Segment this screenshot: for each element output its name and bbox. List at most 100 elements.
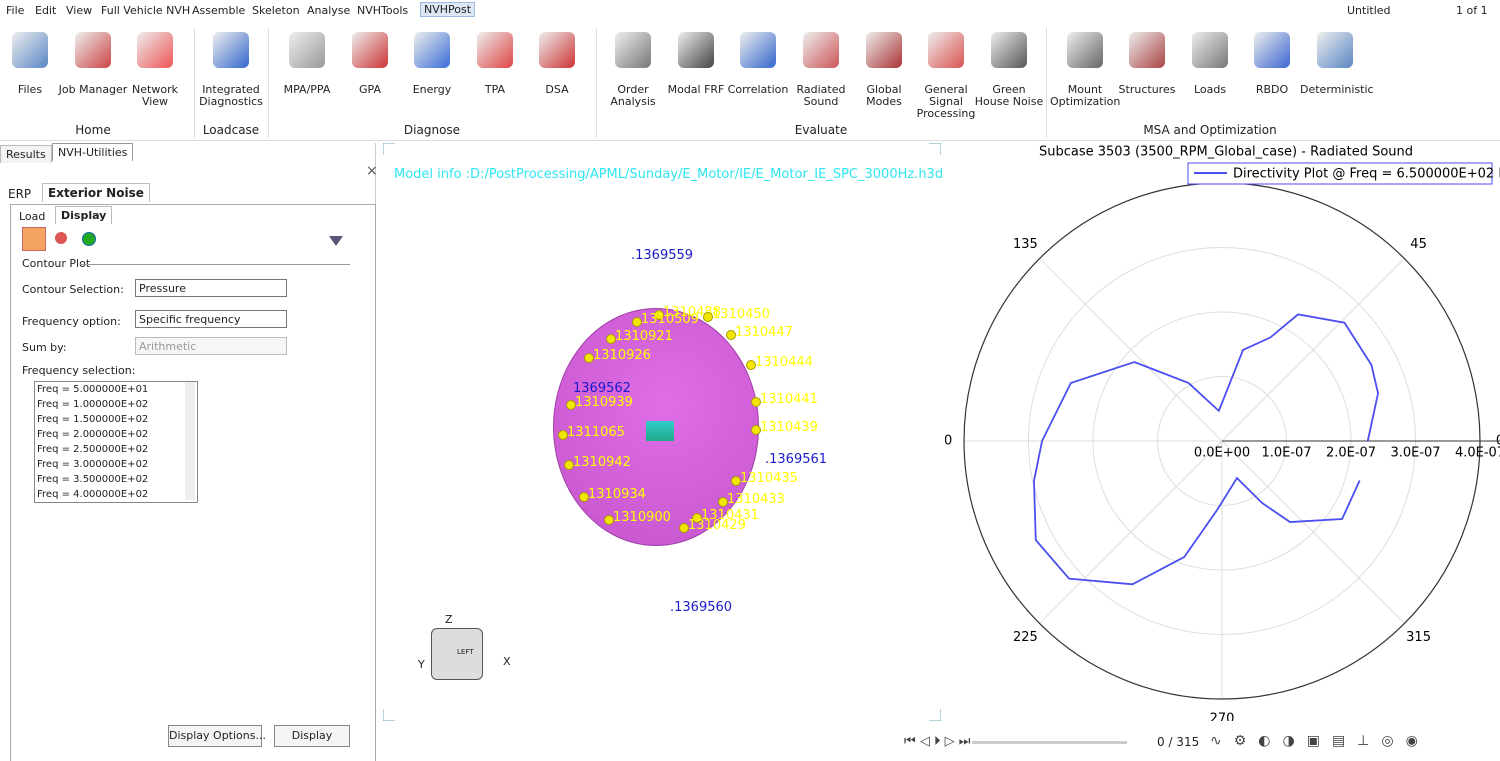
ribbon-icon[interactable] [1067, 32, 1103, 68]
ribbon-button-label[interactable]: Modal FRF [667, 83, 725, 96]
tab[interactable]: Load [14, 208, 51, 225]
ribbon-button-label[interactable]: DSA [545, 83, 569, 96]
ribbon-button-label[interactable]: Radiated Sound [796, 83, 846, 108]
filter-icon[interactable] [329, 236, 343, 246]
menu-bar: File Edit View Full Vehicle NVH Assemble Skel… [0, 0, 1500, 20]
ribbon-icon[interactable] [414, 32, 450, 68]
menu-item[interactable]: Analyse [307, 4, 351, 17]
ribbon-icon[interactable] [1317, 32, 1353, 68]
separator [268, 28, 269, 138]
ribbon-icon[interactable] [352, 32, 388, 68]
ribbon-icon[interactable] [213, 32, 249, 68]
ribbon-button-label[interactable]: RBDO [1255, 83, 1289, 96]
separator [596, 28, 597, 138]
menu-item[interactable]: View [66, 4, 93, 17]
scrollbar[interactable] [185, 382, 195, 500]
ribbon-icon[interactable] [1192, 32, 1228, 68]
dropdown[interactable]: Specific frequency [135, 310, 287, 328]
iso-icon[interactable] [82, 232, 96, 246]
view-tools[interactable]: ∿⚙◐◑▣▤⊥◎◉ [1210, 733, 1430, 749]
timeline[interactable] [972, 741, 1127, 744]
ribbon-icon[interactable] [12, 32, 48, 68]
ribbon-icon[interactable] [866, 32, 902, 68]
ribbon-button-label[interactable]: Files [17, 83, 43, 96]
menu-item[interactable]: Edit [35, 4, 57, 17]
z-label: Z [445, 613, 453, 626]
tab-active[interactable]: Display [55, 206, 113, 224]
ribbon-icon[interactable] [803, 32, 839, 68]
ribbon-button-label[interactable]: Network View [132, 83, 178, 108]
menu-item[interactable]: NVHTools [357, 4, 409, 17]
ribbon-button-label[interactable]: MPA/PPA [283, 83, 331, 96]
menu-item[interactable]: File [6, 4, 25, 17]
tab[interactable]: ERP [3, 185, 37, 203]
button[interactable]: Display Options... [168, 725, 266, 747]
dropdown[interactable]: Pressure [135, 279, 287, 297]
motor-model [646, 421, 674, 441]
list-item[interactable]: Freq = 4.000000E+02 [37, 489, 149, 500]
menu-item[interactable]: Skeleton [252, 4, 300, 17]
viewport[interactable]: Model info :D:/PostProcessing/APML/Sunda… [383, 143, 943, 721]
node-label: 1310444 [746, 355, 813, 370]
menu-item[interactable]: Full Vehicle NVH [101, 4, 191, 17]
ribbon-button-label[interactable]: GPA [359, 83, 381, 96]
ribbon-button-label[interactable]: Loads [1193, 83, 1227, 96]
list-item[interactable]: Freq = 1.500000E+02 [37, 414, 149, 425]
field-label: Sum by: [22, 341, 67, 354]
ribbon: Home Files Job Manager Network View Loadcase… [0, 20, 1500, 141]
tab[interactable]: Results [0, 145, 52, 163]
ribbon-button-label[interactable]: Correlation [727, 83, 789, 96]
list-item[interactable]: Freq = 2.000000E+02 [37, 429, 149, 440]
list-item[interactable]: Freq = 1.000000E+02 [37, 399, 149, 410]
node-label: 1310926 [584, 348, 651, 363]
node-label: 1310447 [726, 325, 793, 340]
node-label: 1310441 [751, 392, 818, 407]
node-label: 1310439 [751, 420, 818, 435]
ribbon-button-label[interactable]: Green House Noise [974, 83, 1044, 108]
frequency-list[interactable]: Freq = 5.000000E+01 Freq = 1.000000E+02 Fr… [34, 381, 198, 503]
contour-icon[interactable] [22, 227, 46, 251]
node-label: 1310435 [731, 471, 798, 486]
doc-name[interactable]: Untitled [1347, 4, 1391, 17]
ribbon-button-label[interactable]: Global Modes [866, 83, 902, 108]
ribbon-button-label[interactable]: Structures [1118, 83, 1176, 96]
ribbon-button-label[interactable]: Integrated Diagnostics [199, 83, 263, 108]
ribbon-icon[interactable] [539, 32, 575, 68]
field-label: Contour Selection: [22, 283, 124, 296]
ribbon-button-label[interactable]: Deterministic [1300, 83, 1374, 96]
button[interactable]: Display [274, 725, 350, 747]
ribbon-button-label[interactable]: Energy [412, 83, 452, 96]
ribbon-icon[interactable] [1129, 32, 1165, 68]
view-cube[interactable] [431, 628, 483, 680]
menu-item[interactable]: Assemble [192, 4, 246, 17]
close[interactable]: × [366, 163, 378, 179]
frame-counter: 0 / 315 [1157, 735, 1200, 749]
ribbon-button-label[interactable]: TPA [484, 83, 506, 96]
playback-controls[interactable]: ⏮ ◁ ⏵ ▷ ⏭ [904, 734, 971, 749]
ribbon-button-label[interactable]: Job Manager [58, 83, 128, 96]
ribbon-icon[interactable] [477, 32, 513, 68]
ribbon-icon[interactable] [289, 32, 325, 68]
corner [383, 143, 941, 721]
vector-icon[interactable] [55, 232, 67, 244]
ribbon-button-label[interactable]: Order Analysis [610, 83, 656, 108]
list-item[interactable]: Freq = 2.500000E+02 [37, 444, 149, 455]
ribbon-icon[interactable] [75, 32, 111, 68]
list-item[interactable]: Freq = 3.000000E+02 [37, 459, 149, 470]
ribbon-button-label[interactable]: Mount Optimization [1050, 83, 1121, 108]
ribbon-icon[interactable] [740, 32, 776, 68]
ribbon-icon[interactable] [991, 32, 1027, 68]
angle-tick-label: 45 [1410, 237, 1427, 252]
ribbon-icon[interactable] [137, 32, 173, 68]
tab-active[interactable]: NVH-Utilities [52, 143, 134, 161]
ribbon-icon[interactable] [1254, 32, 1290, 68]
list-item[interactable]: Freq = 3.500000E+02 [37, 474, 149, 485]
tab-active[interactable]: Exterior Noise [42, 183, 150, 202]
chart-title: Subcase 3503 (3500_RPM_Global_case) - Ra… [1039, 145, 1413, 160]
ribbon-icon[interactable] [678, 32, 714, 68]
ribbon-icon[interactable] [928, 32, 964, 68]
ribbon-icon[interactable] [615, 32, 651, 68]
ribbon-button-label[interactable]: General Signal Processing [916, 83, 976, 120]
menu-item[interactable]: NVHPost [420, 2, 476, 17]
list-item[interactable]: Freq = 5.000000E+01 [37, 384, 149, 395]
